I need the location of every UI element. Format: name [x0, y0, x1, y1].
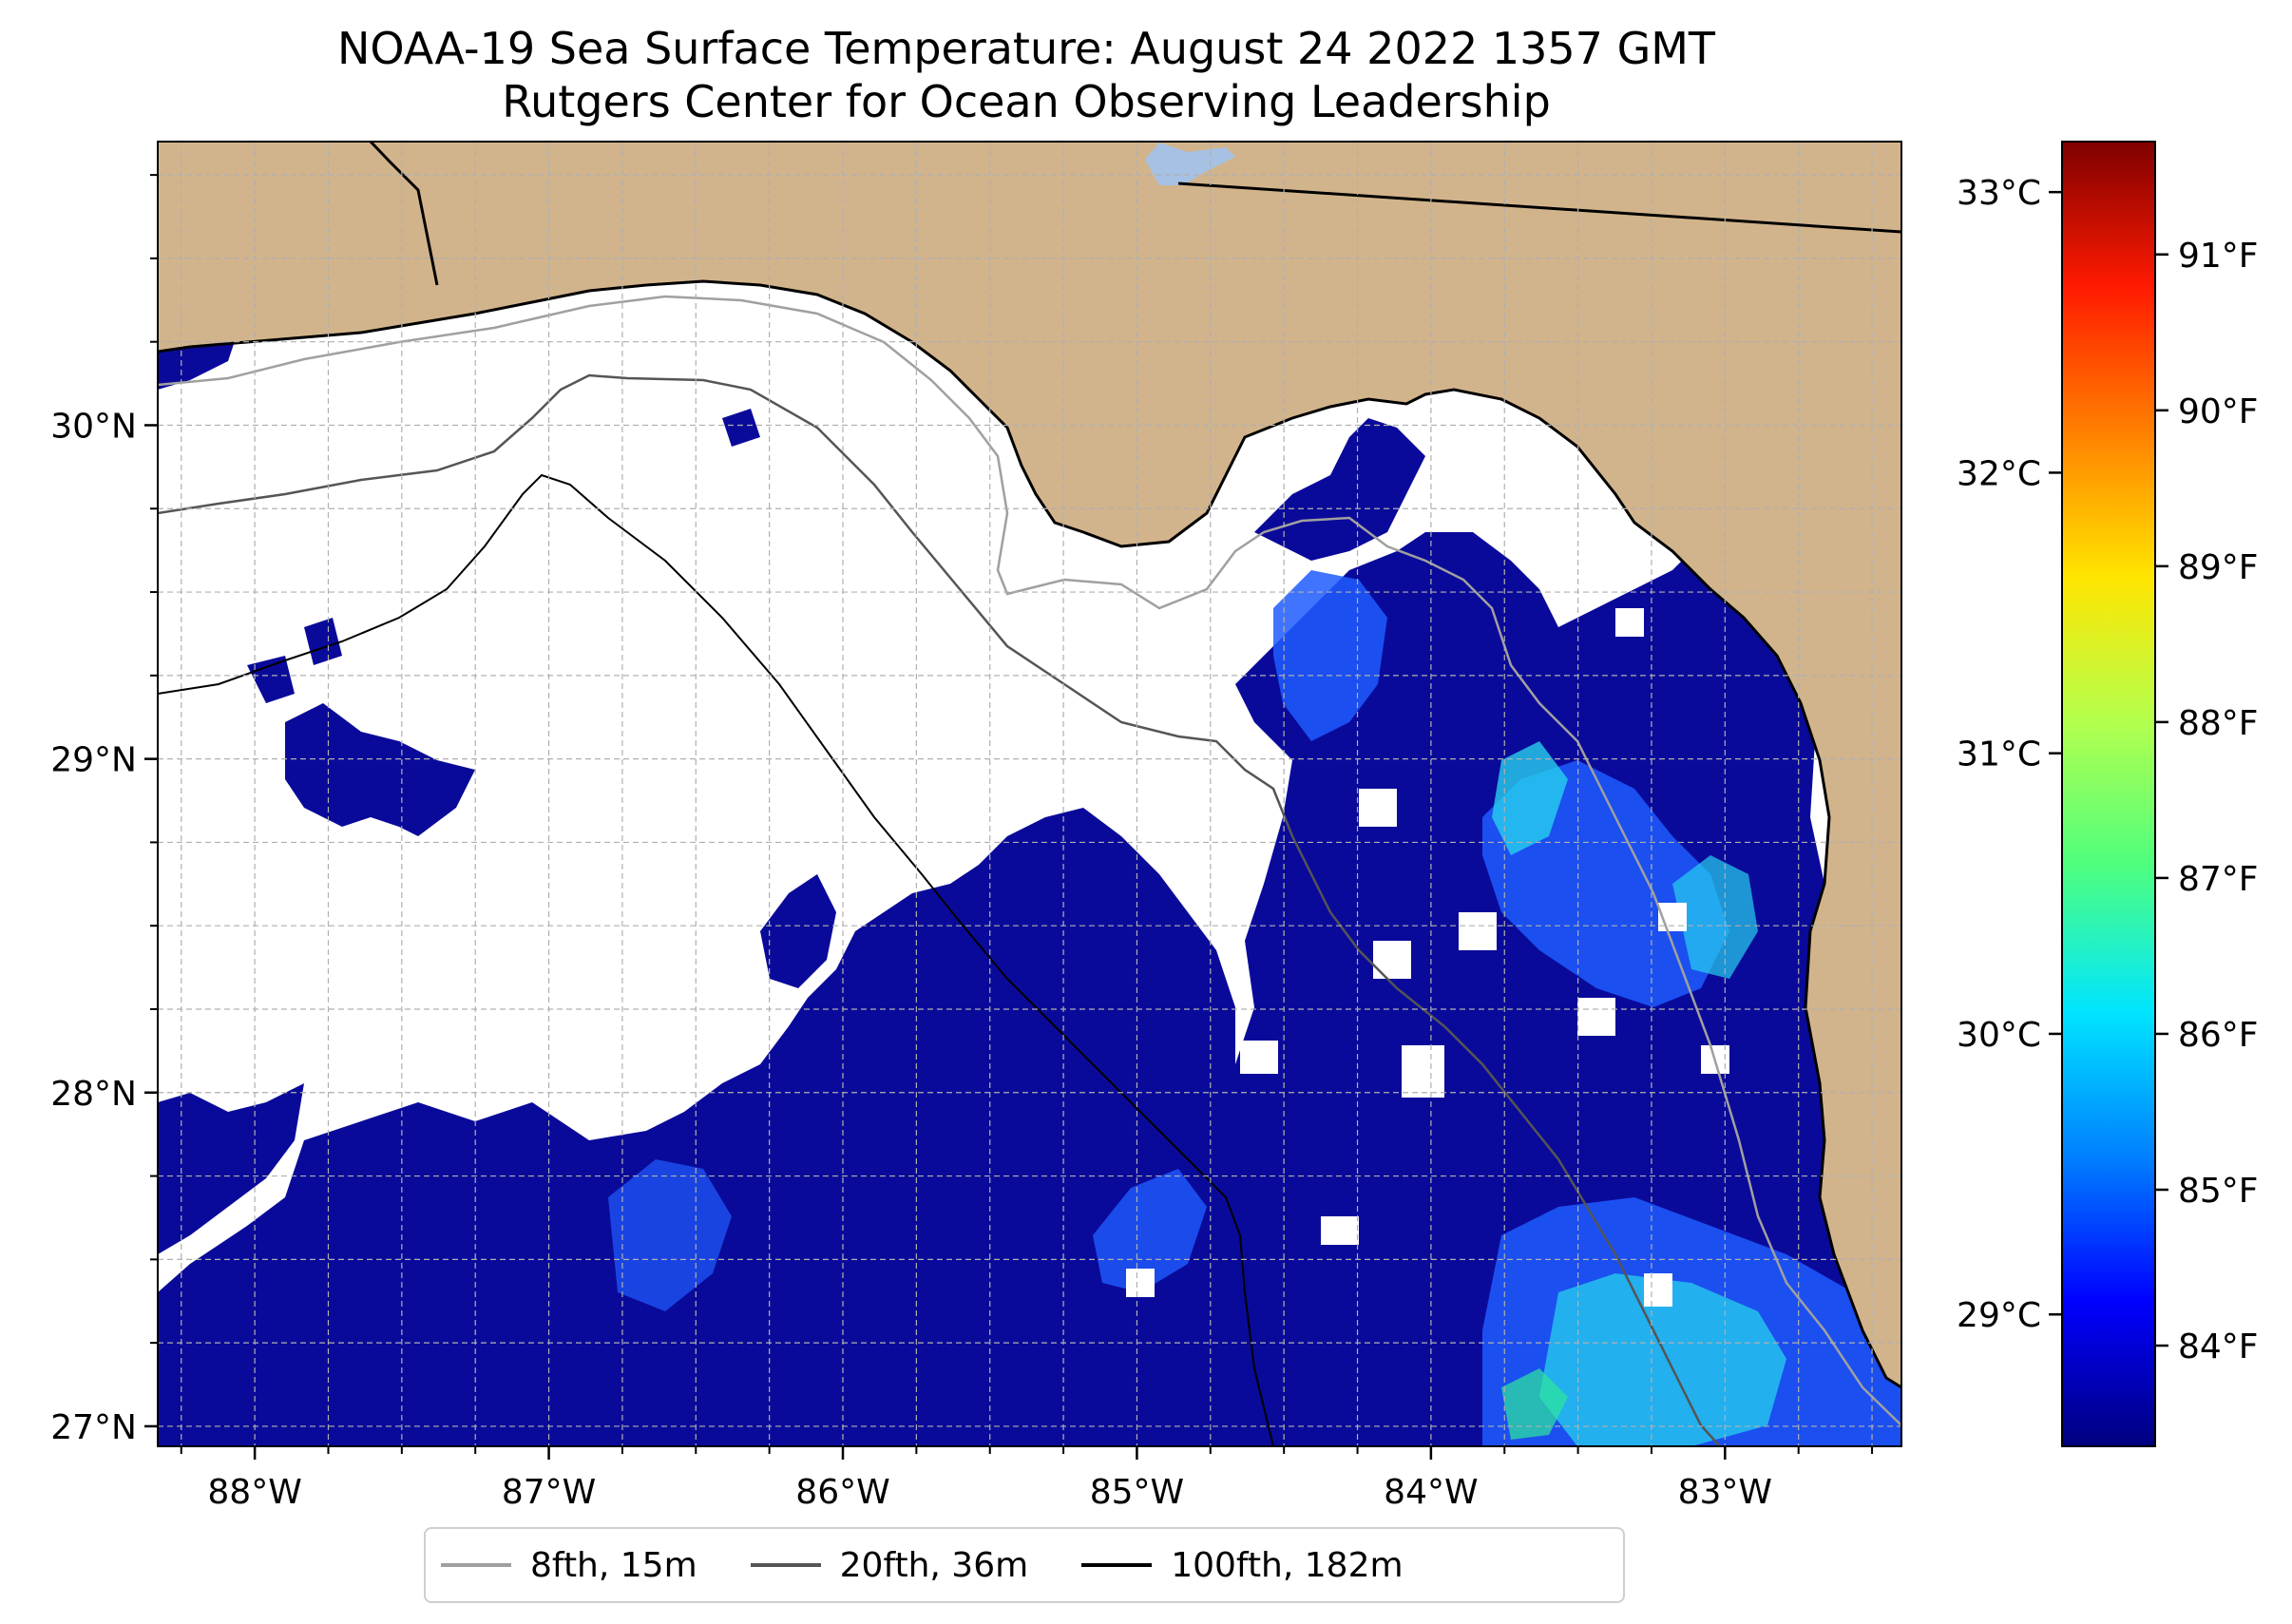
lon-tick-label: 85°W [1090, 1473, 1184, 1512]
lon-tick-label: 83°W [1678, 1473, 1772, 1512]
sst-warm-patch-5 [608, 1159, 732, 1311]
state-boundary-west [369, 142, 439, 286]
lon-tick-label: 87°W [502, 1473, 596, 1512]
legend-swatch-8fth [441, 1563, 511, 1567]
legend-swatch-20fth [750, 1563, 821, 1567]
legend-label-100fth: 100fth, 182m [1171, 1545, 1404, 1585]
cloud-gaps [1126, 608, 1729, 1307]
legend-item-20fth: 20fth, 36m [735, 1545, 1029, 1585]
colorbar-celsius-axis: 33°C 32°C 31°C 30°C 29°C [1957, 174, 2062, 1335]
sst-warmer-patch-3 [1672, 855, 1758, 979]
colorbar-f-label: 87°F [2178, 860, 2259, 899]
colorbar-f-label: 84°F [2178, 1328, 2259, 1366]
sst-region-east [1074, 475, 1901, 1446]
colorbar-f-label: 91°F [2178, 237, 2259, 276]
sst-warm-patch-1 [1273, 570, 1387, 741]
colorbar-c-label: 33°C [1957, 174, 2041, 213]
sst-warm-patch-4 [1093, 1169, 1207, 1292]
colorbar-c-label: 30°C [1957, 1016, 2041, 1055]
colorbar-f-label: 85°F [2178, 1172, 2259, 1211]
sst-warmer-patch-1 [1492, 741, 1568, 855]
sst-region-south [158, 808, 1235, 1446]
lon-tick-label: 86°W [795, 1473, 889, 1512]
sst-patch-north [1254, 418, 1425, 561]
colorbar-fahrenheit-axis: 91°F 90°F 89°F 88°F 87°F 86°F 85°F 84°F [2155, 237, 2259, 1366]
colorbar [2061, 141, 2156, 1447]
legend: 8fth, 15m 20fth, 36m 100fth, 182m [424, 1527, 1625, 1603]
sst-patch-southwest [158, 1083, 304, 1254]
lat-tick-label: 28°N [50, 1075, 137, 1114]
colorbar-c-label: 32°C [1957, 454, 2041, 493]
colorbar-f-label: 89°F [2178, 548, 2259, 587]
lon-tick-label: 84°W [1384, 1473, 1478, 1512]
sst-data-layer [158, 314, 1901, 1446]
colorbar-f-label: 86°F [2178, 1016, 2259, 1055]
longitude-axis: 88°W 87°W 86°W 85°W 84°W 83°W [180, 1446, 1874, 1512]
legend-label-8fth: 8fth, 15m [530, 1545, 697, 1585]
contour-100fth [158, 473, 1274, 1446]
colorbar-f-label: 88°F [2178, 704, 2259, 743]
figure-title: NOAA-19 Sea Surface Temperature: August … [336, 23, 1715, 74]
legend-item-100fth: 100fth, 182m [1066, 1545, 1404, 1585]
sst-patch-small-2 [722, 409, 760, 447]
legend-item-8fth: 8fth, 15m [426, 1546, 697, 1585]
land-area [158, 142, 1901, 1387]
sst-patch-west [285, 703, 475, 836]
contour-8fth [158, 295, 1901, 1426]
colorbar-f-label: 90°F [2178, 392, 2259, 431]
map-frame [157, 141, 1902, 1447]
sst-patch-center-2 [988, 931, 1083, 1036]
lat-tick-label: 30°N [50, 407, 137, 446]
sst-warmest-patch [1501, 1368, 1568, 1440]
legend-swatch-100fth [1081, 1563, 1153, 1567]
colorbar-c-label: 29°C [1957, 1296, 2041, 1335]
state-boundary [1177, 182, 1901, 234]
sst-patch-small [247, 656, 295, 703]
latitude-axis: 30°N 29°N 28°N 27°N [50, 174, 158, 1447]
legend-label-20fth: 20fth, 36m [839, 1545, 1029, 1585]
gridlines [158, 142, 1901, 1446]
sst-patch-small-3 [304, 618, 342, 665]
lat-tick-label: 29°N [50, 741, 137, 780]
sst-patch-center [760, 874, 836, 988]
contour-20fth [158, 373, 1721, 1446]
lat-tick-label: 27°N [50, 1408, 137, 1447]
sst-warmer-patch-2 [1539, 1273, 1786, 1446]
figure-subtitle: Rutgers Center for Ocean Observing Leade… [502, 76, 1551, 127]
coastline [158, 279, 1901, 1389]
lon-tick-label: 88°W [207, 1473, 301, 1512]
colorbar-c-label: 31°C [1957, 736, 2041, 774]
